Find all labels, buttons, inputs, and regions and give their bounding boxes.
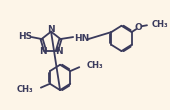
Text: CH₃: CH₃ (151, 20, 168, 29)
Text: N: N (40, 47, 47, 56)
Text: HS: HS (18, 32, 32, 41)
Text: O: O (135, 23, 143, 32)
Text: CH₃: CH₃ (87, 61, 103, 70)
Text: N: N (47, 25, 55, 34)
Text: CH₃: CH₃ (17, 85, 34, 94)
Text: HN: HN (74, 34, 89, 43)
Text: N: N (55, 47, 63, 56)
